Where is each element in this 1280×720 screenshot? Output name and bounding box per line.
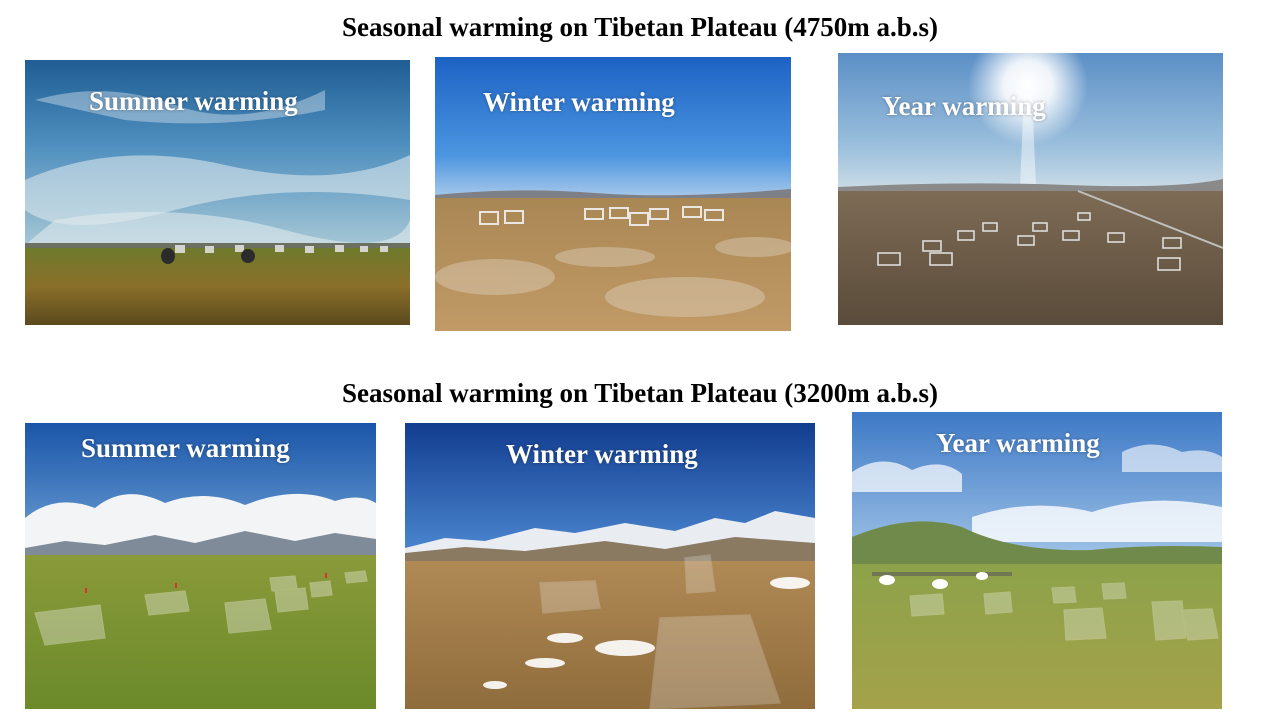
photo-summer-4750-image <box>25 60 410 325</box>
row2-heading: Seasonal warming on Tibetan Plateau (320… <box>341 378 939 408</box>
photo-year-4750: Year warming <box>838 53 1223 325</box>
caption-summer-3200: Summer warming <box>81 433 290 463</box>
photo-summer-4750: Summer warming <box>25 60 410 325</box>
row1-heading: Seasonal warming on Tibetan Plateau (475… <box>341 12 939 42</box>
photo-winter-4750: Winter warming <box>435 57 791 331</box>
caption-summer-4750: Summer warming <box>89 86 298 116</box>
photo-winter-3200: Winter warming <box>405 423 815 709</box>
photo-year-3200: Year warming <box>852 412 1222 709</box>
caption-year-4750: Year warming <box>882 91 1046 121</box>
caption-winter-4750: Winter warming <box>483 87 675 117</box>
photo-year-3200-image <box>852 412 1222 709</box>
photo-winter-3200-image <box>405 423 815 709</box>
caption-winter-3200: Winter warming <box>506 439 698 469</box>
photo-summer-3200-image <box>25 423 376 709</box>
photo-year-4750-image <box>838 53 1223 325</box>
caption-year-3200: Year warming <box>936 428 1100 458</box>
photo-summer-3200: Summer warming <box>25 423 376 709</box>
photo-winter-4750-image <box>435 57 791 331</box>
